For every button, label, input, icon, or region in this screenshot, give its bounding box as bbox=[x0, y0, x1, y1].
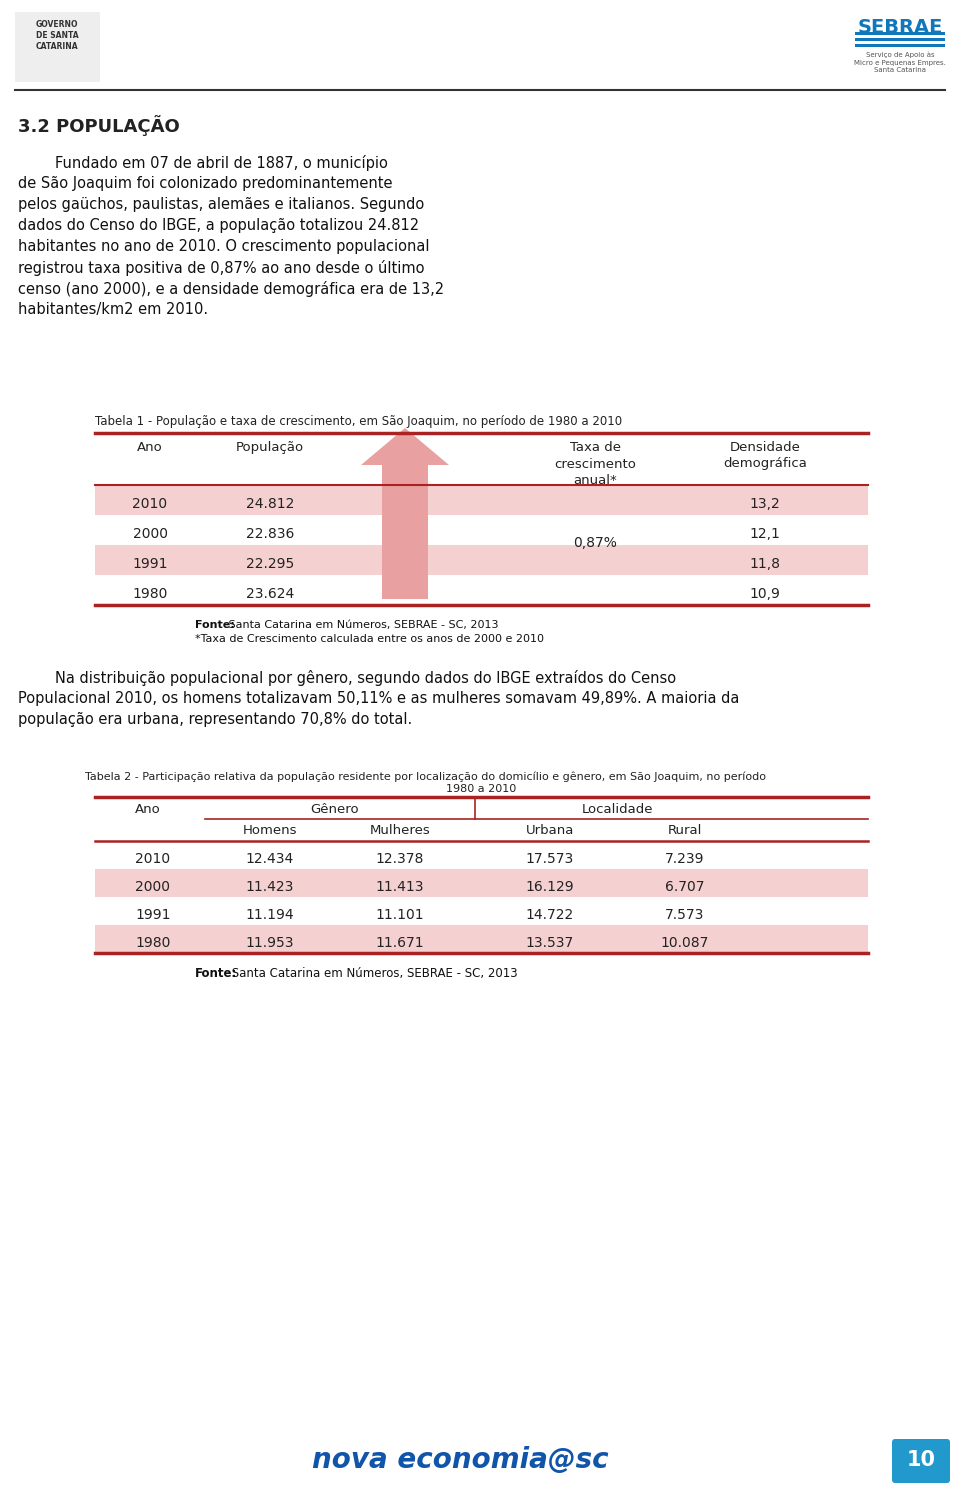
Text: 2010: 2010 bbox=[132, 496, 168, 511]
Text: Gênero: Gênero bbox=[311, 803, 359, 817]
Text: 13.537: 13.537 bbox=[526, 935, 574, 951]
Text: 1980: 1980 bbox=[132, 587, 168, 602]
Text: nova economia@sc: nova economia@sc bbox=[312, 1445, 609, 1474]
Text: 16.129: 16.129 bbox=[526, 880, 574, 893]
Text: 1991: 1991 bbox=[135, 908, 171, 922]
Text: Serviço de Apoio às
Micro e Pequenas Empres.
Santa Catarina: Serviço de Apoio às Micro e Pequenas Emp… bbox=[854, 53, 946, 74]
Text: 11.953: 11.953 bbox=[246, 935, 295, 951]
Text: 11.671: 11.671 bbox=[375, 935, 424, 951]
Text: censo (ano 2000), e a densidade demográfica era de 13,2: censo (ano 2000), e a densidade demográf… bbox=[18, 281, 444, 296]
Text: 11,8: 11,8 bbox=[750, 556, 780, 572]
Text: 14.722: 14.722 bbox=[526, 908, 574, 922]
Text: 2000: 2000 bbox=[132, 526, 167, 541]
Text: 3.2 POPULAÇÃO: 3.2 POPULAÇÃO bbox=[18, 114, 180, 135]
Bar bbox=[855, 44, 945, 47]
Text: 11.413: 11.413 bbox=[375, 880, 424, 893]
Text: 12.378: 12.378 bbox=[375, 851, 424, 866]
Text: Localidade: Localidade bbox=[582, 803, 653, 817]
Text: Urbana: Urbana bbox=[526, 824, 574, 838]
Text: 11.101: 11.101 bbox=[375, 908, 424, 922]
Text: 6.707: 6.707 bbox=[665, 880, 705, 893]
Text: Ano: Ano bbox=[137, 441, 163, 454]
Text: 2000: 2000 bbox=[135, 880, 170, 893]
Text: 1980: 1980 bbox=[135, 935, 170, 951]
Text: de São Joaquim foi colonizado predominantemente: de São Joaquim foi colonizado predominan… bbox=[18, 176, 393, 191]
Text: População: População bbox=[236, 441, 304, 454]
Text: 13,2: 13,2 bbox=[750, 496, 780, 511]
FancyBboxPatch shape bbox=[892, 1439, 950, 1483]
Bar bbox=[95, 925, 868, 954]
Text: 0,87%: 0,87% bbox=[573, 535, 617, 550]
Text: 22.295: 22.295 bbox=[246, 556, 294, 572]
Text: pelos gaüchos, paulistas, alemães e italianos. Segundo: pelos gaüchos, paulistas, alemães e ital… bbox=[18, 197, 424, 212]
Text: Fundado em 07 de abril de 1887, o município: Fundado em 07 de abril de 1887, o municí… bbox=[18, 155, 388, 171]
Text: Fonte:: Fonte: bbox=[195, 620, 235, 630]
Bar bbox=[855, 38, 945, 41]
Text: 10,9: 10,9 bbox=[750, 587, 780, 602]
Text: 1991: 1991 bbox=[132, 556, 168, 572]
Text: 17.573: 17.573 bbox=[526, 851, 574, 866]
Text: 24.812: 24.812 bbox=[246, 496, 294, 511]
Bar bbox=[15, 12, 100, 83]
Text: 10.087: 10.087 bbox=[660, 935, 709, 951]
Text: Fonte:: Fonte: bbox=[195, 967, 237, 981]
Text: SEBRAE: SEBRAE bbox=[857, 18, 943, 38]
Bar bbox=[95, 484, 868, 514]
Bar bbox=[382, 465, 428, 599]
Text: 7.239: 7.239 bbox=[665, 851, 705, 866]
Text: Rural: Rural bbox=[668, 824, 702, 838]
Polygon shape bbox=[361, 429, 449, 465]
Text: Populacional 2010, os homens totalizavam 50,11% e as mulheres somavam 49,89%. A : Populacional 2010, os homens totalizavam… bbox=[18, 690, 739, 705]
Text: *Taxa de Crescimento calculada entre os anos de 2000 e 2010: *Taxa de Crescimento calculada entre os … bbox=[195, 635, 544, 644]
Text: 12,1: 12,1 bbox=[750, 526, 780, 541]
Text: Tabela 1 - População e taxa de crescimento, em São Joaquim, no período de 1980 a: Tabela 1 - População e taxa de crescimen… bbox=[95, 415, 622, 429]
Text: 11.194: 11.194 bbox=[246, 908, 295, 922]
Text: Santa Catarina em Números, SEBRAE - SC, 2013: Santa Catarina em Números, SEBRAE - SC, … bbox=[225, 620, 498, 630]
Text: GOVERNO
DE SANTA
CATARINA: GOVERNO DE SANTA CATARINA bbox=[36, 20, 79, 51]
Text: 12.434: 12.434 bbox=[246, 851, 294, 866]
Text: Santa Catarina em Números, SEBRAE - SC, 2013: Santa Catarina em Números, SEBRAE - SC, … bbox=[228, 967, 517, 981]
Text: 2010: 2010 bbox=[135, 851, 170, 866]
Bar bbox=[855, 32, 945, 35]
Text: 1980 a 2010: 1980 a 2010 bbox=[446, 784, 516, 794]
Text: 10: 10 bbox=[906, 1450, 935, 1469]
Text: Na distribuição populacional por gênero, segundo dados do IBGE extraídos do Cens: Na distribuição populacional por gênero,… bbox=[18, 669, 676, 686]
Text: habitantes/km2 em 2010.: habitantes/km2 em 2010. bbox=[18, 302, 208, 317]
Text: dados do Censo do IBGE, a população totalizou 24.812: dados do Censo do IBGE, a população tota… bbox=[18, 218, 420, 233]
Text: 22.836: 22.836 bbox=[246, 526, 294, 541]
Bar bbox=[95, 544, 868, 575]
Text: Ano: Ano bbox=[135, 803, 160, 817]
Text: registrou taxa positiva de 0,87% ao ano desde o último: registrou taxa positiva de 0,87% ao ano … bbox=[18, 260, 424, 277]
Text: população era urbana, representando 70,8% do total.: população era urbana, representando 70,8… bbox=[18, 711, 412, 726]
Text: 7.573: 7.573 bbox=[665, 908, 705, 922]
Text: Mulheres: Mulheres bbox=[370, 824, 430, 838]
Bar bbox=[95, 869, 868, 896]
Text: habitantes no ano de 2010. O crescimento populacional: habitantes no ano de 2010. O crescimento… bbox=[18, 239, 429, 254]
Text: Tabela 2 - Participação relativa da população residente por localização do domic: Tabela 2 - Participação relativa da popu… bbox=[85, 772, 766, 782]
Text: Taxa de
crescimento
anual*: Taxa de crescimento anual* bbox=[554, 441, 636, 487]
Text: 23.624: 23.624 bbox=[246, 587, 294, 602]
Text: Densidade
demográfica: Densidade demográfica bbox=[723, 441, 807, 471]
Text: Homens: Homens bbox=[243, 824, 298, 838]
Text: 11.423: 11.423 bbox=[246, 880, 294, 893]
